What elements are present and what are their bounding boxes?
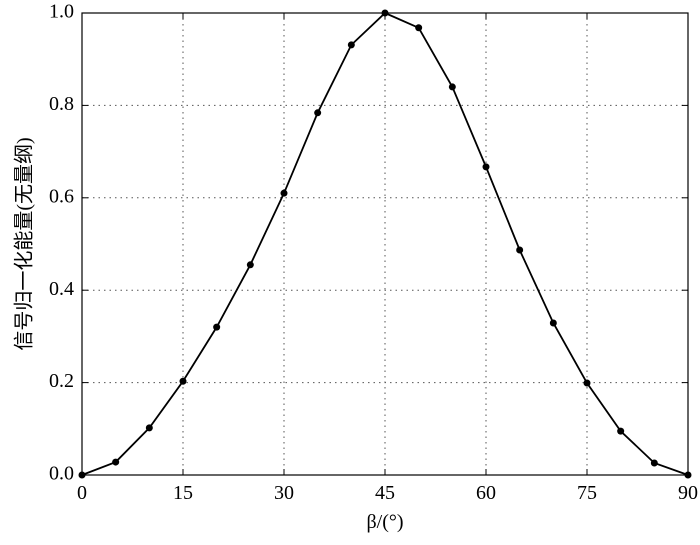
- y-tick-label: 0.2: [49, 370, 74, 392]
- point-marker: [78, 471, 86, 479]
- point-marker: [415, 24, 423, 32]
- point-marker: [650, 459, 658, 467]
- y-tick-label: 0.6: [49, 185, 74, 207]
- y-tick-label: 0.8: [49, 93, 74, 115]
- point-marker: [617, 427, 625, 435]
- x-axis-label: β/(°): [366, 511, 403, 533]
- point-marker: [213, 323, 221, 331]
- y-tick-label: 0.4: [49, 278, 74, 300]
- point-marker: [112, 458, 120, 466]
- x-tick-label: 30: [274, 482, 294, 504]
- point-marker: [347, 41, 355, 49]
- point-marker: [516, 246, 524, 254]
- point-marker: [684, 471, 692, 479]
- x-tick-label: 45: [375, 482, 395, 504]
- point-marker: [314, 109, 322, 117]
- x-tick-label: 0: [77, 482, 87, 504]
- y-tick-label: 1.0: [49, 1, 74, 23]
- point-marker: [583, 379, 591, 387]
- point-marker: [280, 189, 288, 197]
- y-axis-label: 信号归一化能量(无量纲): [13, 137, 36, 350]
- y-tick-label: 0.0: [49, 463, 74, 485]
- point-marker: [145, 424, 153, 432]
- point-marker: [381, 9, 389, 17]
- x-tick-label: 75: [577, 482, 597, 504]
- point-marker: [549, 319, 557, 327]
- x-tick-label: 90: [678, 482, 698, 504]
- point-marker: [179, 377, 187, 385]
- x-tick-label: 60: [476, 482, 496, 504]
- point-marker: [482, 163, 490, 171]
- point-marker: [448, 83, 456, 91]
- x-tick-label: 15: [173, 482, 193, 504]
- point-marker: [246, 261, 254, 269]
